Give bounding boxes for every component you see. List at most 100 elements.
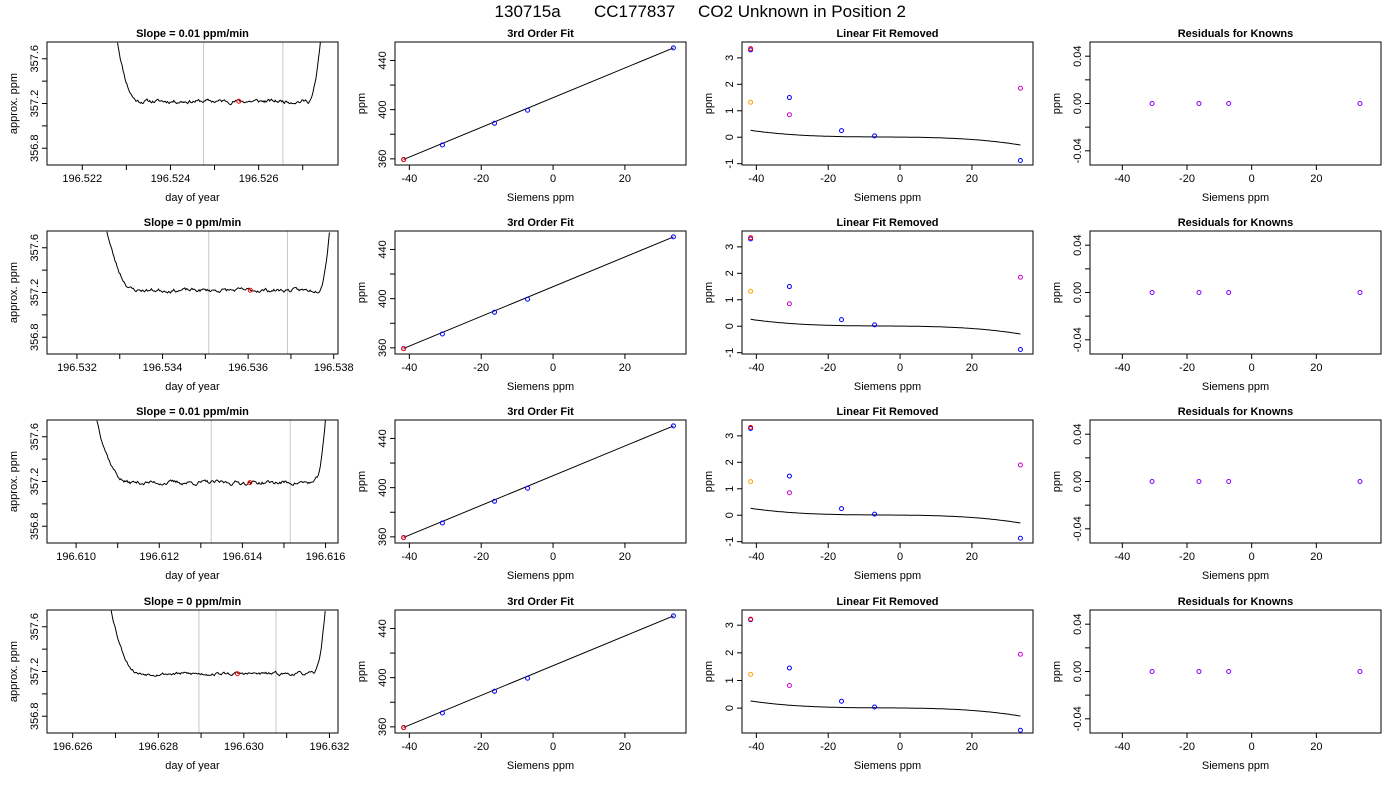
known-standard-point: [492, 120, 498, 126]
fit-curve: [403, 615, 674, 728]
unknown-sample-point: [748, 46, 754, 52]
y-tick-label: 2: [724, 650, 736, 656]
x-axis-label: Siemens ppm: [854, 381, 921, 393]
y-tick-label: 356.8: [29, 323, 41, 351]
x-tick-label: 20: [966, 741, 978, 753]
y-tick-label: 0: [724, 323, 736, 329]
y-tick-label: 0.00: [1072, 93, 1084, 114]
x-tick-label: 196.628: [138, 741, 178, 753]
linear-residual-known-point: [786, 112, 792, 118]
plot-frame: [1089, 419, 1382, 544]
panel-residuals-4: Residuals for Knowns Siemens ppm ppm -40 -20…: [1051, 596, 1382, 772]
x-tick-label: -20: [820, 741, 836, 753]
x-axis-label: Siemens ppm: [1202, 192, 1269, 204]
y-tick-label: 400: [377, 100, 389, 118]
y-axis-label: ppm: [703, 471, 715, 492]
known-standard-point: [525, 296, 531, 302]
concentration-trace: [96, 420, 326, 486]
known-standard-point: [670, 423, 676, 429]
plot-area: [96, 420, 326, 543]
panel-linear-removed-3: Linear Fit Removed Siemens ppm ppm -40 -20 0 2…: [703, 406, 1034, 582]
residual-point: [1226, 669, 1232, 674]
known-standard-point: [786, 665, 792, 671]
panel-trace-2: Slope = 0 ppm/min day of year approx. ppm 1…: [8, 217, 354, 393]
x-axis-label: day of year: [165, 381, 220, 393]
plot-frame: [394, 230, 687, 355]
x-tick-label: -20: [1179, 362, 1195, 374]
known-standard-point: [439, 331, 445, 337]
x-tick-label: 20: [1310, 362, 1322, 374]
x-tick-label: 20: [966, 173, 978, 185]
y-tick-label: 400: [377, 668, 389, 686]
x-tick-label: -40: [401, 741, 417, 753]
y-tick-label: 356.8: [29, 702, 41, 730]
plot-area: [401, 613, 676, 731]
panel-title: Linear Fit Removed: [836, 596, 938, 608]
plot-area: [401, 45, 676, 163]
fit-curve: [403, 425, 674, 538]
panel-fit-4: 3rd Order Fit Siemens ppm ppm -40 -20 0 20 360 4…: [356, 596, 687, 772]
x-tick-label: 196.524: [151, 173, 191, 185]
plot-area: [106, 231, 330, 354]
x-tick-label: 0: [1249, 173, 1255, 185]
linear-residual-known-point: [1017, 651, 1023, 657]
x-tick-label: -40: [1114, 362, 1130, 374]
plot-frame: [741, 609, 1034, 734]
panel-trace-4: Slope = 0 ppm/min day of year approx. ppm 1…: [8, 596, 349, 772]
known-standard-point: [1017, 158, 1023, 164]
plot-frame: [394, 419, 687, 544]
y-axis-label: ppm: [703, 661, 715, 682]
known-standard-point: [525, 485, 531, 491]
x-tick-label: -40: [401, 362, 417, 374]
x-tick-label: 0: [550, 173, 556, 185]
y-axis-label: ppm: [356, 661, 368, 682]
panel-title: Linear Fit Removed: [836, 217, 938, 229]
y-tick-label: 440: [377, 429, 389, 447]
known-standard-point: [872, 133, 878, 139]
x-tick-label: -40: [748, 741, 764, 753]
y-tick-label: 357.6: [29, 613, 41, 641]
y-tick-label: 1: [724, 486, 736, 492]
plot-area: [110, 610, 326, 733]
known-standard-point: [1017, 535, 1023, 541]
x-tick-label: 0: [897, 362, 903, 374]
x-axis-label: Siemens ppm: [507, 570, 574, 582]
known-standard-point: [1017, 727, 1023, 733]
panel-title: Linear Fit Removed: [836, 406, 938, 418]
x-tick-label: 20: [619, 362, 631, 374]
y-tick-label: 0: [724, 705, 736, 711]
y-tick-label: 0.04: [1072, 423, 1084, 444]
y-axis-label: approx. ppm: [8, 641, 20, 702]
y-tick-label: 360: [377, 339, 389, 357]
x-tick-label: -40: [1114, 173, 1130, 185]
plot-area: [1149, 669, 1363, 674]
x-tick-label: -20: [820, 362, 836, 374]
y-tick-label: 0.04: [1072, 45, 1084, 66]
panel-title: Slope = 0 ppm/min: [144, 217, 242, 229]
figure-title: 130715a CC177837 CO2 Unknown in Position…: [495, 2, 906, 21]
y-axis-label: approx. ppm: [8, 451, 20, 512]
x-tick-label: -20: [473, 362, 489, 374]
residual-point: [1196, 290, 1202, 295]
y-tick-label: -0.04: [1072, 138, 1084, 163]
panel-title: Slope = 0 ppm/min: [144, 596, 242, 608]
y-tick-label: 400: [377, 289, 389, 307]
plot-area: [401, 423, 676, 541]
x-tick-label: -20: [1179, 551, 1195, 563]
y-tick-label: 440: [377, 240, 389, 258]
residual-point: [1357, 669, 1363, 674]
plot-frame: [1089, 230, 1382, 355]
x-tick-label: 196.532: [57, 362, 97, 374]
panel-trace-3: Slope = 0.01 ppm/min day of year approx. p…: [8, 406, 345, 582]
known-standard-point: [786, 95, 792, 101]
unknown-sample-point: [748, 424, 754, 430]
known-standard-point: [492, 498, 498, 504]
known-standard-point: [839, 506, 845, 512]
known-standard-point: [872, 704, 878, 710]
plot-frame: [394, 41, 687, 166]
y-tick-label: -1: [724, 348, 736, 358]
panel-linear-removed-1: Linear Fit Removed Siemens ppm ppm -40 -20 0 2…: [703, 28, 1034, 204]
x-axis-label: Siemens ppm: [854, 760, 921, 772]
x-tick-label: 20: [1310, 741, 1322, 753]
y-tick-label: 1: [724, 108, 736, 114]
